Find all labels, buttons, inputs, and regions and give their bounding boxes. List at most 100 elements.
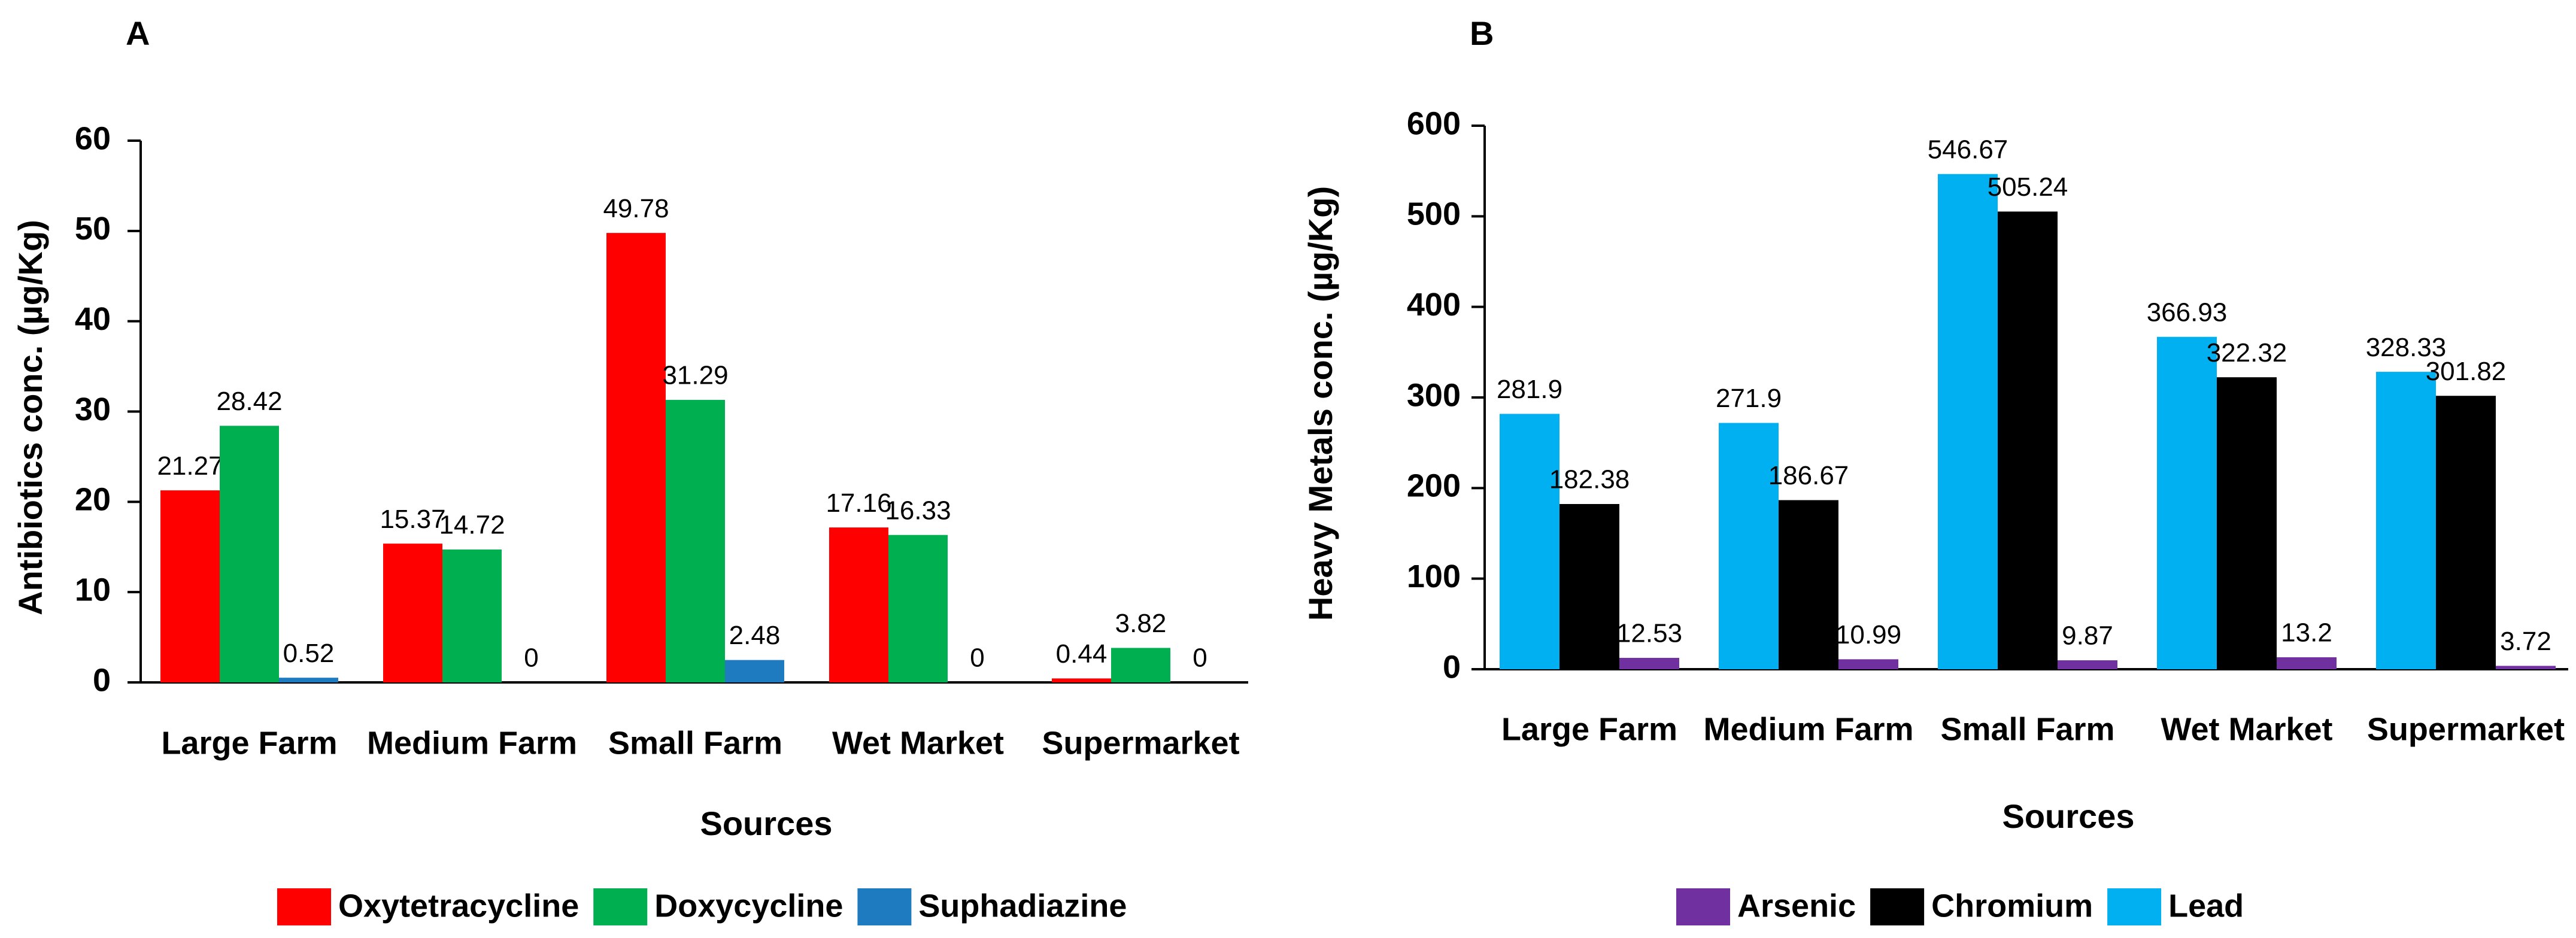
y-tick-label: 50: [75, 211, 111, 247]
data-label-doxycycline-supermarket: 3.82: [1115, 609, 1167, 638]
y-tick-label: 0: [1443, 649, 1461, 685]
bar-oxytetracycline-wet-market: [829, 527, 888, 682]
data-label-oxytetracycline-supermarket: 0.44: [1056, 639, 1108, 669]
bar-oxytetracycline-supermarket: [1052, 678, 1111, 682]
y-tick-label: 300: [1407, 377, 1461, 413]
bar-lead-small-farm: [1938, 174, 1998, 669]
bar-oxytetracycline-large-farm: [160, 490, 220, 682]
data-label-doxycycline-large-farm: 28.42: [216, 387, 282, 416]
bar-oxytetracycline-small-farm: [606, 233, 666, 682]
legend: Oxytetracycline Doxycycline Suphadiazine: [277, 888, 1127, 925]
y-tick-label: 60: [75, 120, 111, 156]
data-label-chromium-supermarket: 301.82: [2426, 357, 2507, 386]
bar-doxycycline-wet-market: [888, 535, 948, 682]
data-label-oxytetracycline-medium-farm: 15.37: [380, 505, 445, 534]
legend-swatch-oxytetracycline: [277, 888, 331, 925]
data-label-chromium-medium-farm: 186.67: [1768, 461, 1849, 490]
data-label-doxycycline-medium-farm: 14.72: [439, 511, 505, 540]
y-tick-label: 200: [1407, 468, 1461, 504]
bar-chromium-large-farm: [1559, 503, 1619, 669]
y-axis-title: Heavy Metals conc. (µg/Kg): [1301, 186, 1339, 621]
bar-doxycycline-large-farm: [220, 426, 279, 682]
bar-lead-medium-farm: [1719, 423, 1779, 669]
x-category-label-medium-farm: Medium Farm: [1703, 711, 1913, 747]
data-label-arsenic-medium-farm: 10.99: [1835, 620, 1901, 649]
data-label-arsenic-wet-market: 13.2: [2281, 618, 2332, 648]
legend-label-lead: Lead: [2168, 888, 2244, 924]
y-axis-title: Antibiotics conc. (µg/Kg): [11, 220, 49, 615]
y-tick-label: 30: [75, 391, 111, 427]
y-tick-label: 40: [75, 301, 111, 337]
bar-oxytetracycline-medium-farm: [383, 544, 442, 682]
data-label-suphadiazine-supermarket: 0: [1193, 643, 1207, 673]
data-label-oxytetracycline-large-farm: 21.27: [157, 451, 223, 481]
data-label-lead-wet-market: 366.93: [2147, 298, 2228, 327]
legend-label-oxytetracycline: Oxytetracycline: [338, 888, 579, 924]
data-label-suphadiazine-large-farm: 0.52: [283, 639, 335, 668]
bar-arsenic-supermarket: [2496, 666, 2556, 669]
y-tick-label: 0: [93, 662, 111, 698]
bar-suphadiazine-small-farm: [725, 660, 784, 682]
bar-arsenic-wet-market: [2277, 657, 2337, 669]
data-label-arsenic-large-farm: 12.53: [1616, 619, 1682, 648]
data-label-oxytetracycline-small-farm: 49.78: [603, 194, 669, 223]
data-label-lead-large-farm: 281.9: [1497, 375, 1562, 404]
bar-doxycycline-medium-farm: [442, 549, 502, 682]
bar-arsenic-medium-farm: [1838, 659, 1898, 669]
y-tick-label: 500: [1407, 196, 1461, 232]
y-tick-label: 100: [1407, 558, 1461, 594]
bar-lead-wet-market: [2157, 336, 2217, 669]
bar-chromium-small-farm: [1998, 211, 2058, 670]
data-label-suphadiazine-small-farm: 2.48: [729, 621, 781, 650]
data-label-suphadiazine-medium-farm: 0: [524, 643, 538, 673]
data-label-arsenic-small-farm: 9.87: [2062, 621, 2113, 651]
bar-chromium-medium-farm: [1779, 500, 1838, 669]
data-label-chromium-large-farm: 182.38: [1549, 465, 1630, 494]
legend: Arsenic Chromium Lead: [1676, 888, 2244, 925]
data-label-doxycycline-wet-market: 16.33: [885, 496, 951, 525]
legend-label-suphadiazine: Suphadiazine: [918, 888, 1127, 924]
x-category-label-medium-farm: Medium Farm: [367, 725, 577, 761]
legend-label-arsenic: Arsenic: [1737, 888, 1856, 924]
bar-chromium-supermarket: [2436, 396, 2496, 669]
bar-arsenic-small-farm: [2058, 660, 2117, 669]
x-category-label-supermarket: Supermarket: [2367, 711, 2565, 747]
data-label-chromium-wet-market: 322.32: [2207, 338, 2287, 368]
x-category-label-small-farm: Small Farm: [608, 725, 782, 761]
data-label-lead-supermarket: 328.33: [2366, 333, 2447, 362]
data-label-suphadiazine-wet-market: 0: [970, 643, 984, 673]
bar-suphadiazine-large-farm: [279, 678, 338, 682]
bar-doxycycline-supermarket: [1111, 648, 1170, 682]
data-label-doxycycline-small-farm: 31.29: [662, 361, 728, 390]
bar-lead-large-farm: [1500, 414, 1559, 669]
x-category-label-supermarket: Supermarket: [1042, 725, 1239, 761]
y-tick-label: 10: [75, 572, 111, 608]
panel-label-a: A: [126, 14, 150, 52]
bar-chromium-wet-market: [2217, 377, 2277, 669]
legend-label-chromium: Chromium: [1931, 888, 2093, 924]
legend-label-doxycycline: Doxycycline: [654, 888, 843, 924]
x-axis-title: Sources: [2002, 797, 2135, 835]
x-axis-title: Sources: [700, 805, 833, 842]
x-category-label-wet-market: Wet Market: [832, 725, 1004, 761]
y-tick-label: 20: [75, 482, 111, 518]
x-category-label-large-farm: Large Farm: [1501, 711, 1677, 747]
x-category-label-small-farm: Small Farm: [1940, 711, 2114, 747]
bar-doxycycline-small-farm: [666, 400, 725, 682]
data-label-oxytetracycline-wet-market: 17.16: [826, 488, 891, 518]
legend-swatch-suphadiazine: [857, 888, 912, 925]
bar-arsenic-large-farm: [1619, 658, 1679, 669]
bar-lead-supermarket: [2376, 372, 2436, 669]
legend-swatch-lead: [2107, 888, 2162, 925]
heavy-metals-chart-panel: B 0 100 200 300 400 500 600 Heavy Metals conc. (…: [1301, 14, 2568, 925]
legend-swatch-arsenic: [1676, 888, 1730, 925]
panel-label-b: B: [1470, 14, 1494, 52]
y-tick-label: 600: [1407, 105, 1461, 141]
data-label-arsenic-supermarket: 3.72: [2500, 627, 2551, 656]
x-category-label-large-farm: Large Farm: [161, 725, 337, 761]
x-category-label-wet-market: Wet Market: [2161, 711, 2332, 747]
data-label-lead-small-farm: 546.67: [1928, 135, 2008, 164]
antibiotics-chart-panel: A 0 10 20 30 40 50 60 Antibiotics conc. (µg/Kg) 2…: [11, 14, 1248, 925]
